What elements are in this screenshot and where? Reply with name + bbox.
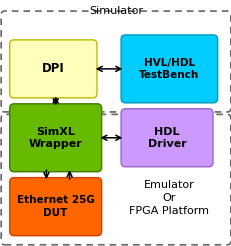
FancyBboxPatch shape (10, 104, 101, 172)
Text: Emulator
Or
FPGA Platform: Emulator Or FPGA Platform (129, 180, 208, 216)
FancyBboxPatch shape (10, 40, 97, 98)
FancyBboxPatch shape (121, 35, 217, 103)
Text: HDL
Driver: HDL Driver (147, 126, 186, 149)
Text: SimXL
Wrapper: SimXL Wrapper (29, 126, 82, 149)
Text: DPI: DPI (42, 62, 64, 75)
Text: Simulator: Simulator (89, 6, 142, 16)
FancyBboxPatch shape (1, 114, 230, 245)
Text: HVL/HDL
TestBench: HVL/HDL TestBench (139, 58, 199, 80)
Text: Ethernet 25G
DUT: Ethernet 25G DUT (17, 195, 94, 218)
FancyBboxPatch shape (121, 109, 212, 167)
FancyBboxPatch shape (10, 178, 101, 236)
FancyBboxPatch shape (1, 11, 230, 112)
